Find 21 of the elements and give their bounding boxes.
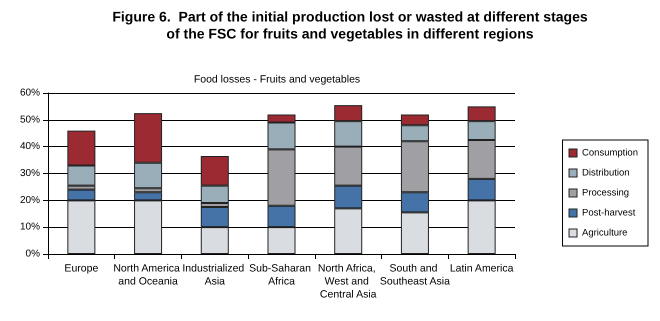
x-tick-label: North Africa, West and Central Asia [318,262,379,300]
y-tick-label: 20% [20,194,40,206]
legend-label: Post-harvest [582,208,636,218]
y-tick-label: 30% [20,168,40,179]
x-tick-label: North America and Oceania [113,262,183,288]
legend-label: Processing [582,188,630,198]
legend-label: Consumption [582,148,638,158]
chart-subtitle: Food losses - Fruits and vegetables [194,74,360,86]
y-tick-label: 60% [20,88,40,98]
y-tick-label: 40% [20,141,40,152]
y-tick-label: 0% [26,248,40,260]
y-tick-label: 50% [20,114,40,126]
x-tick-label: Sub-Saharan Africa [249,262,314,288]
x-tick-label: South and Southeast Asia [380,262,450,288]
legend-label: Distribution [582,168,630,178]
y-tick-label: 10% [20,222,40,233]
x-tick-label: Latin America [450,262,514,274]
chart-title: Figure 6. Part of the initial production lost or wasted at different stages of the FSC for fruits and vegetables in different regions [112,8,588,42]
x-tick-label: Industrialized Asia [182,262,248,288]
x-tick-label: Europe [64,262,98,274]
legend-label: Agriculture [582,228,628,238]
